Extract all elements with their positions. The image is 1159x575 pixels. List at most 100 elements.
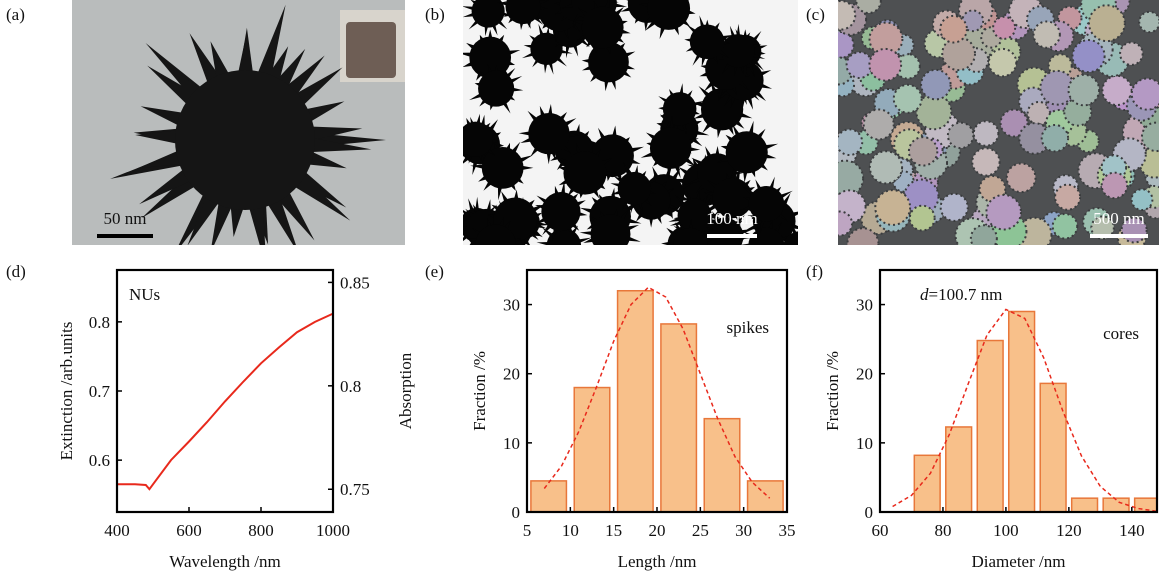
- particle: [974, 121, 999, 146]
- spike: [691, 258, 696, 266]
- particle: [847, 228, 878, 259]
- particle: [748, 227, 784, 263]
- spike: [446, 137, 460, 141]
- spike: [701, 246, 715, 251]
- x-tick-label: 20: [649, 521, 666, 540]
- plot-frame: [527, 270, 787, 512]
- particle: [828, 32, 854, 58]
- particle: [1132, 189, 1153, 210]
- particle: [948, 123, 973, 148]
- annotation: spikes: [727, 318, 770, 337]
- x-tick-label: 10: [562, 521, 579, 540]
- spike: [457, 148, 464, 152]
- x-tick-label: 15: [605, 521, 622, 540]
- plot-frame: [117, 270, 333, 512]
- spike: [774, 253, 787, 260]
- y-axis-label: Fraction /%: [823, 351, 842, 431]
- particle: [1042, 125, 1068, 151]
- x-tick-label: 100: [993, 521, 1019, 540]
- spike: [684, 251, 689, 257]
- spike: [815, 249, 826, 253]
- particle: [582, 7, 624, 49]
- particle: [650, 127, 692, 169]
- x-tick-label: 25: [692, 521, 709, 540]
- spike: [676, 257, 684, 269]
- spike: [539, 248, 550, 253]
- particle: [828, 212, 852, 236]
- spike: [770, 260, 775, 270]
- spike: [696, 253, 706, 261]
- panel-label: (b): [425, 5, 445, 24]
- spike: [681, 260, 685, 270]
- particle: [972, 148, 999, 175]
- legend-label: NUs: [129, 285, 160, 304]
- spike: [709, 248, 714, 254]
- spike: [507, 256, 518, 267]
- x-tick-label: 60: [872, 521, 889, 540]
- spike: [482, 247, 486, 256]
- spike: [704, 248, 715, 258]
- y-tick-label: 20: [856, 365, 873, 384]
- y-tick-label: 10: [856, 434, 873, 453]
- bar: [618, 291, 654, 512]
- y-axis-label: Fraction /%: [470, 351, 489, 431]
- spike: [672, 257, 679, 267]
- y-tick-label: 0: [512, 503, 521, 522]
- particle: [783, 231, 817, 265]
- particle: [1102, 173, 1128, 199]
- spike: [550, 256, 556, 263]
- bar: [1040, 383, 1066, 512]
- particle: [541, 192, 580, 231]
- spike: [489, 246, 493, 254]
- particle: [478, 70, 514, 106]
- spike: [785, 259, 791, 266]
- spike: [738, 244, 749, 252]
- particle: [870, 151, 902, 183]
- particle: [941, 194, 968, 221]
- y-tick-label: 0: [865, 503, 874, 522]
- x-tick-label: 1000: [316, 521, 350, 540]
- particle: [1055, 185, 1080, 210]
- spike: [667, 247, 677, 251]
- x-axis-label: Diameter /nm: [972, 552, 1066, 571]
- particle: [475, 225, 516, 266]
- y-tick-label: 0.8: [89, 313, 110, 332]
- bar: [748, 481, 784, 512]
- spike: [728, 251, 734, 261]
- spike: [751, 257, 759, 267]
- chart: (e)51015202530350102030Length /nmFractio…: [425, 262, 796, 571]
- y-tick-label: 10: [503, 434, 520, 453]
- particle: [940, 16, 967, 43]
- charts: (d)40060080010000.60.70.80.750.80.85Wave…: [6, 262, 1159, 571]
- tem-image-b: [446, 0, 825, 275]
- y-tick-label: 0.6: [89, 451, 110, 470]
- spike: [700, 251, 705, 258]
- spike: [708, 249, 717, 260]
- spike: [604, 251, 609, 263]
- spike: [491, 262, 495, 274]
- particle: [458, 122, 493, 157]
- scale-bar-label: 500 nm: [1093, 209, 1144, 228]
- annotation: cores: [1103, 324, 1139, 343]
- spike: [814, 243, 821, 247]
- particle: [1089, 5, 1125, 41]
- plot-area: [117, 314, 333, 490]
- y-tick-label: 0.7: [89, 382, 111, 401]
- particle: [1139, 12, 1159, 32]
- panel-label: (e): [425, 262, 444, 281]
- particle: [663, 92, 697, 126]
- particle: [673, 228, 707, 262]
- particle: [721, 34, 754, 67]
- bar: [661, 324, 697, 512]
- spike: [517, 245, 523, 255]
- particle: [971, 225, 997, 251]
- spike: [809, 230, 817, 238]
- spike: [703, 251, 712, 257]
- spike: [452, 125, 463, 133]
- spike: [693, 254, 697, 261]
- bar: [1009, 311, 1035, 512]
- particle: [618, 172, 651, 205]
- particle: [482, 147, 524, 189]
- spike: [658, 247, 671, 252]
- particle: [1132, 79, 1159, 110]
